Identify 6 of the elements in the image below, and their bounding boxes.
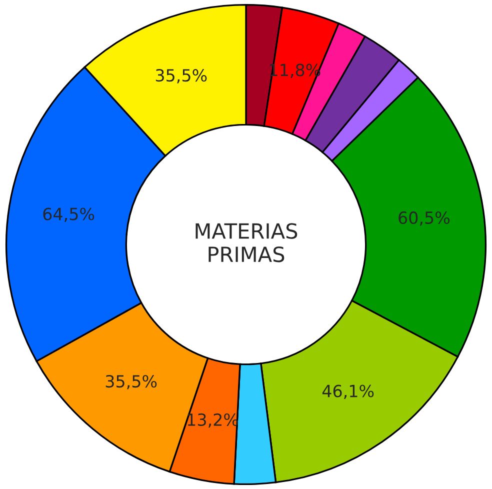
data-label: 60,5% xyxy=(398,211,450,226)
data-label: 46,1% xyxy=(322,384,374,400)
data-label: 64,5% xyxy=(43,208,94,222)
data-label: 35,5% xyxy=(106,374,157,390)
text: MATERIAS PRIMAS xyxy=(196,223,298,262)
data-label: 35,5% xyxy=(156,69,207,84)
